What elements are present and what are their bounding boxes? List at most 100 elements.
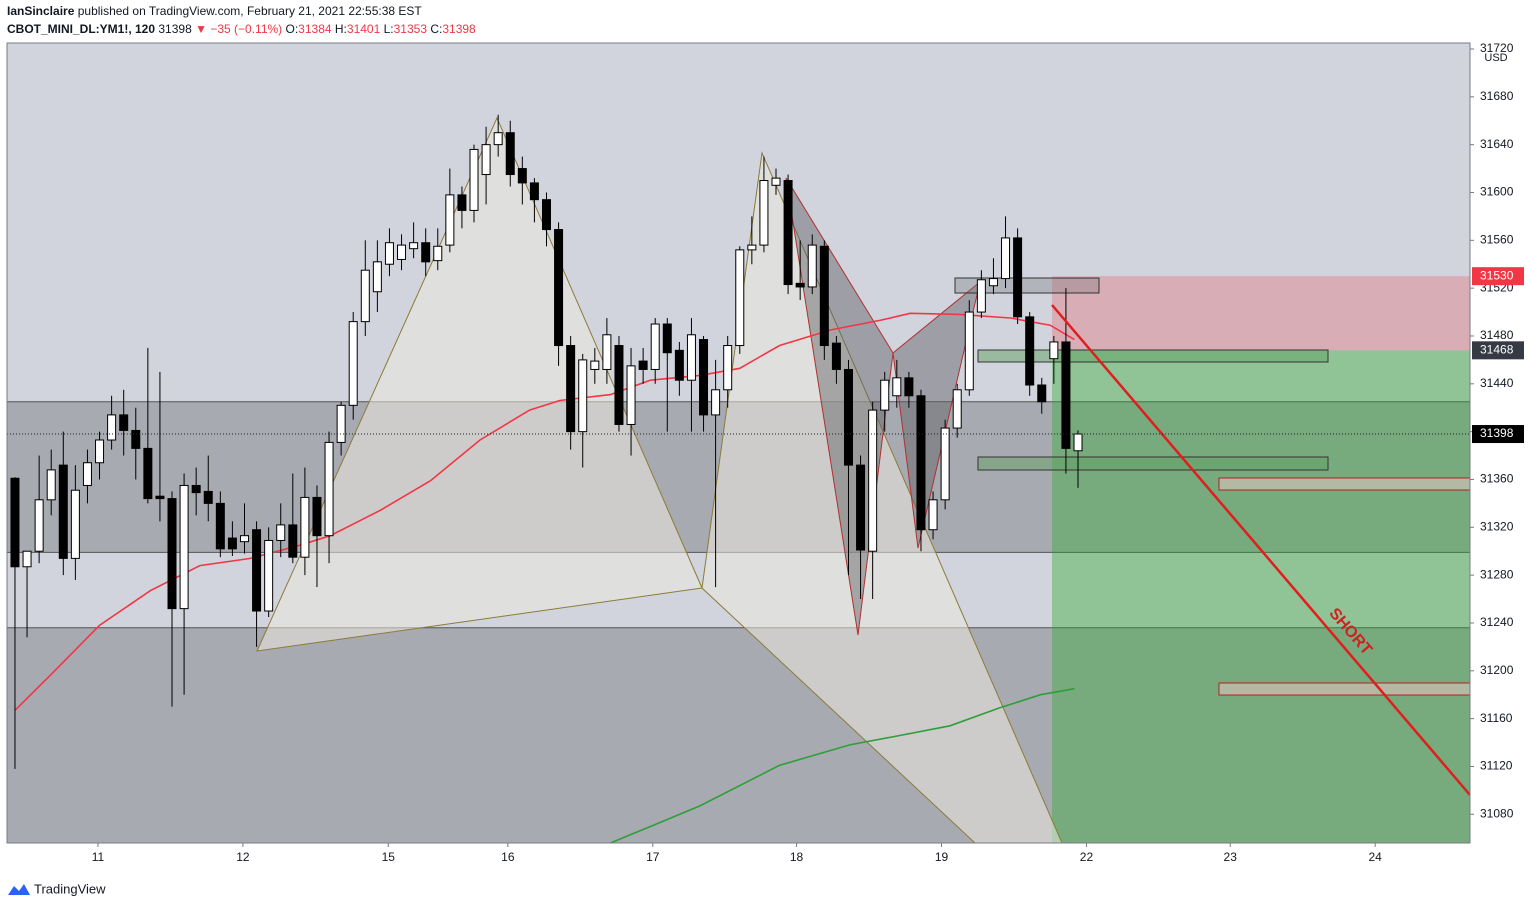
candle-body	[578, 359, 588, 433]
candle-body	[662, 323, 672, 354]
candle-body	[191, 484, 201, 494]
candle-body	[239, 535, 249, 543]
candle-body	[976, 279, 986, 313]
candle-body	[372, 261, 382, 293]
x-tick-label: 15	[382, 850, 396, 864]
o-label: O:	[286, 22, 299, 36]
candle-body	[360, 269, 370, 323]
candle-body	[433, 245, 443, 262]
change-arrow: ▼	[195, 22, 207, 36]
candle-body	[638, 360, 648, 370]
candle-body	[300, 496, 310, 558]
candle-body	[409, 242, 419, 250]
y-tick-label: 31320	[1480, 519, 1514, 533]
candle-body	[348, 321, 358, 406]
series	[10, 114, 1083, 843]
candle-body	[904, 377, 914, 397]
x-tick-label: 16	[501, 850, 515, 864]
currency: USD	[1484, 52, 1507, 64]
candle-body	[70, 489, 80, 559]
candle-body	[856, 464, 866, 551]
candle-body	[626, 365, 636, 425]
candle-body	[517, 168, 527, 184]
candle-body	[119, 414, 129, 431]
candle-body	[131, 429, 141, 449]
candle-body	[759, 180, 769, 246]
candle-body	[143, 447, 153, 500]
footer-logo: TradingView	[8, 881, 106, 896]
axes: 31080 31120 31160 31200 31240 31280 31320 31360…	[92, 41, 1524, 864]
author: IanSinclaire	[7, 4, 75, 18]
candle-body	[481, 144, 491, 176]
candle-body	[58, 464, 68, 559]
harmonic-xab	[256, 116, 703, 652]
candle-body	[493, 132, 503, 146]
y-tick-label: 31440	[1480, 376, 1514, 390]
candle-body	[264, 539, 274, 612]
candle-body	[674, 349, 684, 381]
candle-body	[167, 498, 177, 610]
candle-body	[107, 414, 117, 441]
candle-body	[614, 345, 624, 425]
x-tick-label: 22	[1080, 850, 1094, 864]
symbol: CBOT_MINI_DL:YM1!, 120	[7, 22, 155, 36]
candle-body	[1073, 433, 1083, 452]
zone-band	[7, 627, 1470, 843]
short-trendline	[1051, 304, 1470, 796]
candle-body	[46, 469, 56, 501]
bat-bcd	[892, 280, 981, 549]
y-tick-label: 31600	[1480, 185, 1514, 199]
candle-body	[1013, 237, 1023, 318]
price-tag-label: 31468	[1480, 342, 1514, 356]
y-tick-label: 31560	[1480, 232, 1514, 246]
candle-body	[686, 334, 696, 381]
price-tag-label: 31398	[1480, 426, 1514, 440]
y-tick-label: 31640	[1480, 137, 1514, 151]
price-tag	[1472, 267, 1524, 286]
target-zone	[1052, 350, 1470, 843]
candle-body	[819, 245, 829, 347]
h-label: H:	[335, 22, 347, 36]
candle-body	[529, 182, 539, 201]
y-tick-label: 31680	[1480, 89, 1514, 103]
moving-average	[14, 312, 1075, 711]
h-value: 31401	[347, 22, 381, 36]
x-tick-label: 19	[935, 850, 949, 864]
drawings	[256, 116, 1470, 843]
box	[977, 456, 1329, 471]
box	[1218, 477, 1470, 491]
box	[954, 277, 1100, 294]
l-label: L:	[384, 22, 394, 36]
candle-body	[807, 244, 817, 288]
x-tick-label: 12	[236, 850, 250, 864]
candle-body	[336, 404, 346, 443]
candle-body	[892, 377, 902, 397]
candle-body	[735, 249, 745, 347]
x-tick-label: 11	[92, 850, 105, 864]
candle-body	[940, 427, 950, 501]
candle-body	[82, 462, 92, 486]
y-tick-label: 31480	[1480, 328, 1514, 342]
y-tick-label: 31360	[1480, 472, 1514, 486]
o-value: 31384	[298, 22, 332, 36]
y-tick-label: 31280	[1480, 567, 1514, 581]
y-tick-label: 31120	[1480, 759, 1513, 773]
candle-body	[1037, 384, 1047, 403]
x-tick-label: 23	[1224, 850, 1238, 864]
candle-body	[711, 389, 721, 416]
candle-body	[469, 148, 479, 211]
y-tick-label: 31720	[1480, 41, 1514, 55]
header-line-2: CBOT_MINI_DL:YM1!, 120 31398 ▼ −35 (−0.1…	[7, 22, 476, 36]
price-tag-label: 31530	[1480, 268, 1514, 282]
candle-body	[843, 368, 853, 466]
candle-body	[10, 477, 20, 568]
candle-body	[771, 177, 781, 186]
candle-body	[952, 389, 962, 429]
footer: TradingView	[34, 881, 106, 896]
stop-zone	[1052, 276, 1470, 351]
candle-body	[1025, 316, 1035, 386]
plot-border	[6, 42, 1471, 844]
candle-body	[445, 194, 455, 246]
